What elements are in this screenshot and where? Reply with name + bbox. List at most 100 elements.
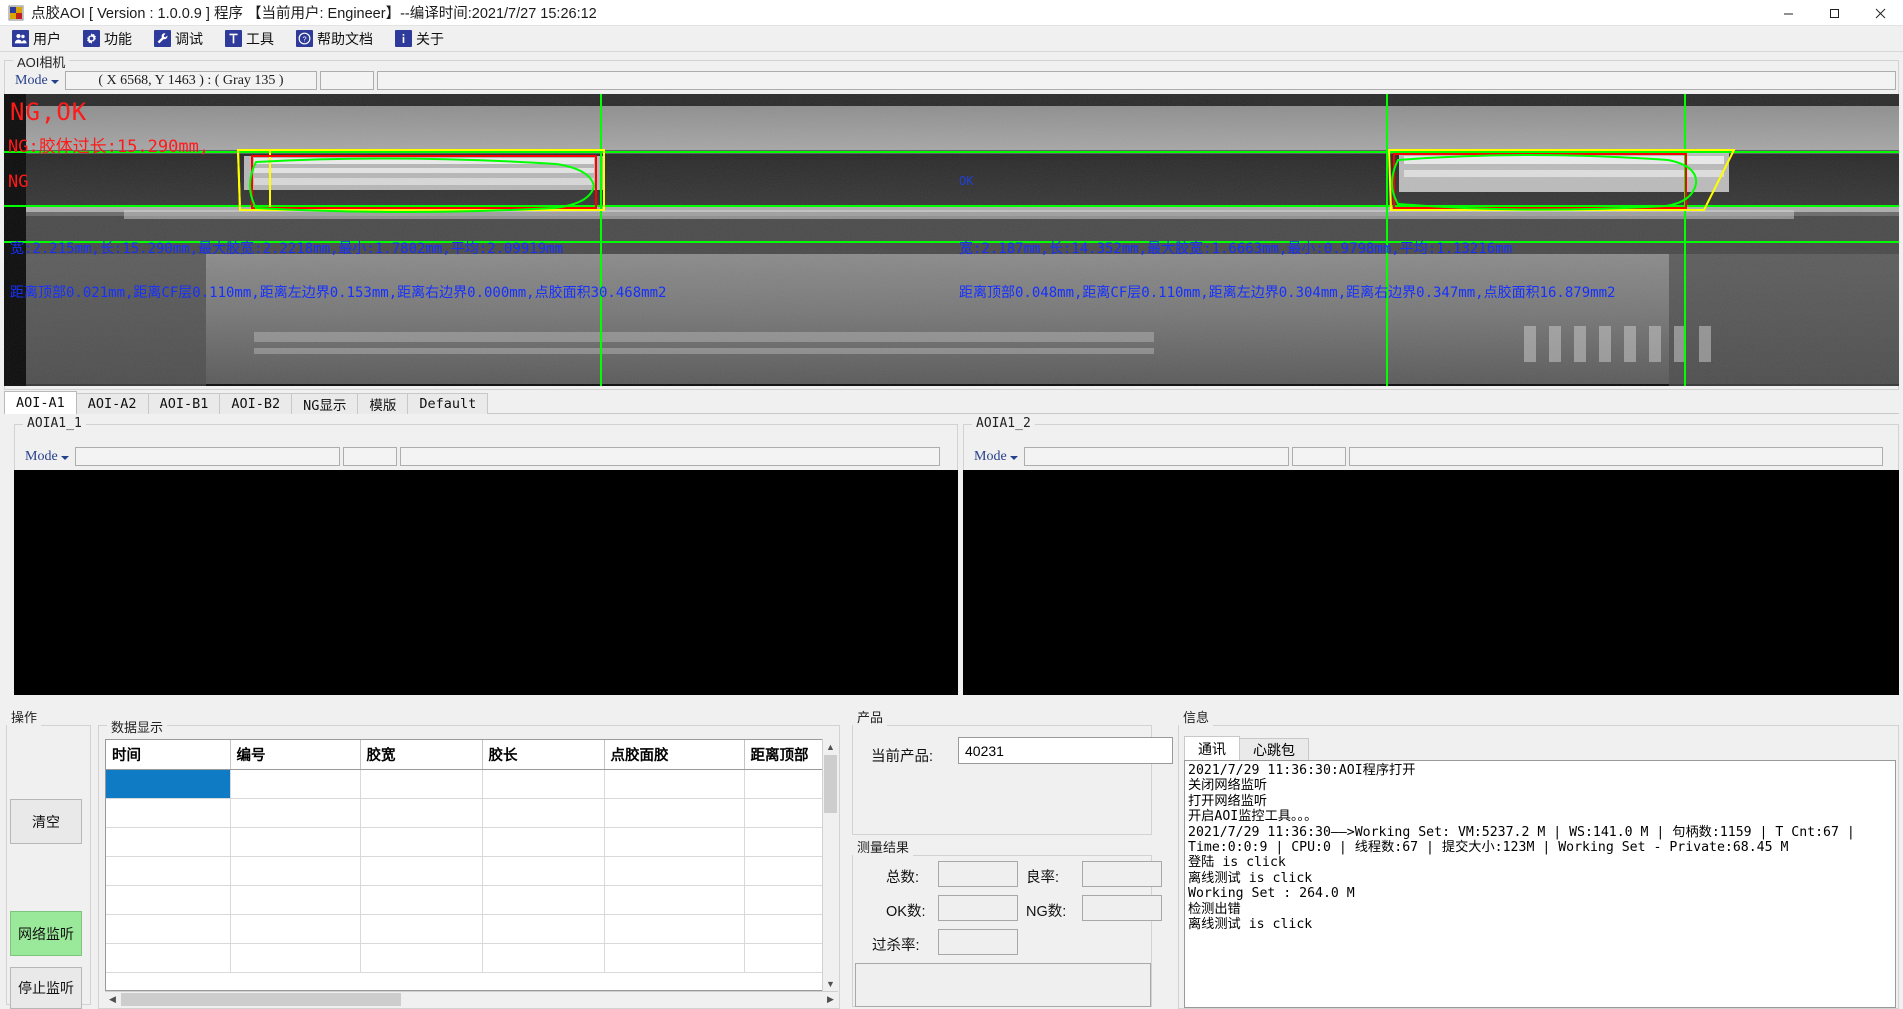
tab-heartbeat[interactable]: 心跳包: [1239, 738, 1309, 760]
cell-glue-length: [482, 914, 605, 944]
overkill-rate-label: 过杀率:: [872, 938, 920, 954]
cell-glue-length: [482, 827, 605, 857]
cell-glue-area[interactable]: [604, 769, 745, 799]
column-header-time[interactable]: 时间: [106, 740, 231, 770]
menu-item-tools[interactable]: 工具: [221, 28, 278, 50]
table-row[interactable]: [106, 827, 826, 857]
vertical-scroll-thumb[interactable]: [824, 755, 837, 813]
measure-result-group-title: 测量结果: [853, 837, 914, 856]
clear-button[interactable]: 清空: [10, 799, 82, 844]
cell-glue-area: [604, 798, 745, 828]
tab-communication[interactable]: 通讯: [1184, 736, 1240, 760]
minimize-button[interactable]: [1765, 0, 1811, 26]
cell-glue-length: [482, 885, 605, 915]
column-header-number[interactable]: 编号: [230, 740, 361, 770]
current-product-input[interactable]: 40231: [958, 737, 1173, 764]
aoia1-2-mode-button[interactable]: Mode: [971, 447, 1021, 466]
data-table-horizontal-scrollbar[interactable]: ◀ ▶: [105, 991, 838, 1007]
camera-field-2[interactable]: [320, 71, 374, 90]
camera-field-3[interactable]: [376, 71, 1896, 90]
overlay-ok-marker-text: OK: [959, 174, 974, 188]
stop-listen-button[interactable]: 停止监听: [10, 967, 82, 1009]
aoia1-2-toolstrip: Mode: [971, 447, 1891, 466]
table-row[interactable]: [106, 856, 826, 886]
table-row[interactable]: [106, 943, 826, 973]
chevron-down-icon: [60, 455, 69, 460]
cell-glue-area: [604, 827, 745, 857]
cell-number[interactable]: [230, 769, 361, 799]
scroll-down-icon[interactable]: ▼: [826, 978, 835, 989]
table-row[interactable]: [106, 769, 826, 799]
horizontal-scroll-thumb[interactable]: [121, 993, 401, 1006]
cell-time: [106, 856, 231, 886]
cell-glue-area: [604, 943, 745, 973]
info-log-text[interactable]: 2021/7/29 11:36:30:AOI程序打开 关闭网络监听 打开网络监听…: [1184, 760, 1896, 1008]
aoia1-2-field-1[interactable]: [1023, 447, 1289, 466]
tab-aoi-b1[interactable]: AOI-B1: [147, 393, 221, 414]
cell-time: [106, 914, 231, 944]
table-row[interactable]: [106, 798, 826, 828]
yield-rate-value: [1082, 861, 1162, 887]
window-title: 点胶AOI [ Version : 1.0.0.9 ] 程序 【当前用户: En…: [31, 6, 597, 22]
column-header-glue-area[interactable]: 点胶面胶: [604, 740, 745, 770]
aoia1-1-field-2[interactable]: [342, 447, 397, 466]
column-header-glue-width[interactable]: 胶宽: [360, 740, 483, 770]
tab-aoi-a1[interactable]: AOI-A1: [4, 391, 77, 414]
menu-item-debug[interactable]: 调试: [150, 28, 207, 50]
aoia1-2-image-view[interactable]: [963, 470, 1899, 695]
maximize-button[interactable]: [1811, 0, 1857, 26]
cell-dist-top[interactable]: [744, 769, 826, 799]
cell-glue-length: [482, 856, 605, 886]
cell-glue-width[interactable]: [360, 769, 483, 799]
table-row[interactable]: [106, 885, 826, 915]
close-button[interactable]: [1857, 0, 1903, 26]
tab-template[interactable]: 模版: [357, 393, 409, 414]
data-table[interactable]: 时间 编号 胶宽 胶长 点胶面胶 距离顶部: [105, 739, 827, 991]
aoia1-1-field-1[interactable]: [74, 447, 340, 466]
column-header-glue-length[interactable]: 胶长: [482, 740, 605, 770]
tool-icon: [225, 30, 242, 47]
aoia1-2-field-2[interactable]: [1291, 447, 1346, 466]
overlay-left-measure-line-1: 宽:2.215mm,长:15.290mm,最大胶宽:2.2218mm,最小:1.…: [10, 241, 564, 257]
tab-default[interactable]: Default: [407, 393, 489, 414]
ng-count-label: NG数:: [1026, 904, 1067, 920]
cell-glue-area: [604, 885, 745, 915]
aoia1-1-mode-button[interactable]: Mode: [22, 447, 72, 466]
cell-number: [230, 943, 361, 973]
aoi-camera-group-title: AOI相机: [13, 52, 70, 71]
menu-bar: 用户 功能 调试 工具 ? 帮助文档 关于: [0, 26, 1903, 52]
camera-mode-button[interactable]: Mode: [12, 71, 62, 90]
table-row[interactable]: [106, 914, 826, 944]
cell-glue-area: [604, 856, 745, 886]
cell-glue-width: [360, 943, 483, 973]
data-table-vertical-scrollbar[interactable]: ▲ ▼: [822, 739, 838, 991]
menu-item-about[interactable]: 关于: [391, 28, 448, 50]
tab-aoi-a2[interactable]: AOI-A2: [75, 393, 149, 414]
column-header-dist-top[interactable]: 距离顶部: [744, 740, 826, 770]
wrench-icon: [154, 30, 171, 47]
info-icon: [395, 30, 412, 47]
menu-item-function[interactable]: 功能: [79, 28, 136, 50]
help-icon: ?: [296, 30, 313, 47]
camera-image-view[interactable]: NG,OK NG:胶体过长:15.290mm, NG OK 宽:2.215mm,…: [4, 94, 1899, 386]
scroll-left-icon[interactable]: ◀: [109, 994, 116, 1004]
scroll-right-icon[interactable]: ▶: [827, 994, 834, 1004]
tab-aoi-b2[interactable]: AOI-B2: [219, 393, 293, 414]
ok-count-label: OK数:: [886, 904, 926, 920]
scroll-up-icon[interactable]: ▲: [826, 741, 835, 752]
network-listen-button[interactable]: 网络监听: [10, 911, 82, 956]
cell-glue-width: [360, 798, 483, 828]
aoia1-1-field-3[interactable]: [399, 447, 940, 466]
users-icon: [12, 30, 29, 47]
cell-glue-width: [360, 885, 483, 915]
cell-time[interactable]: [106, 769, 231, 799]
cell-glue-width: [360, 856, 483, 886]
aoia1-1-image-view[interactable]: [14, 470, 958, 695]
overkill-rate-value: [938, 929, 1018, 955]
tab-ng-display[interactable]: NG显示: [291, 393, 359, 414]
menu-item-help[interactable]: ? 帮助文档: [292, 28, 377, 50]
chevron-down-icon: [1009, 455, 1018, 460]
menu-item-user[interactable]: 用户: [8, 28, 65, 50]
cell-glue-length[interactable]: [482, 769, 605, 799]
aoia1-2-field-3[interactable]: [1348, 447, 1883, 466]
